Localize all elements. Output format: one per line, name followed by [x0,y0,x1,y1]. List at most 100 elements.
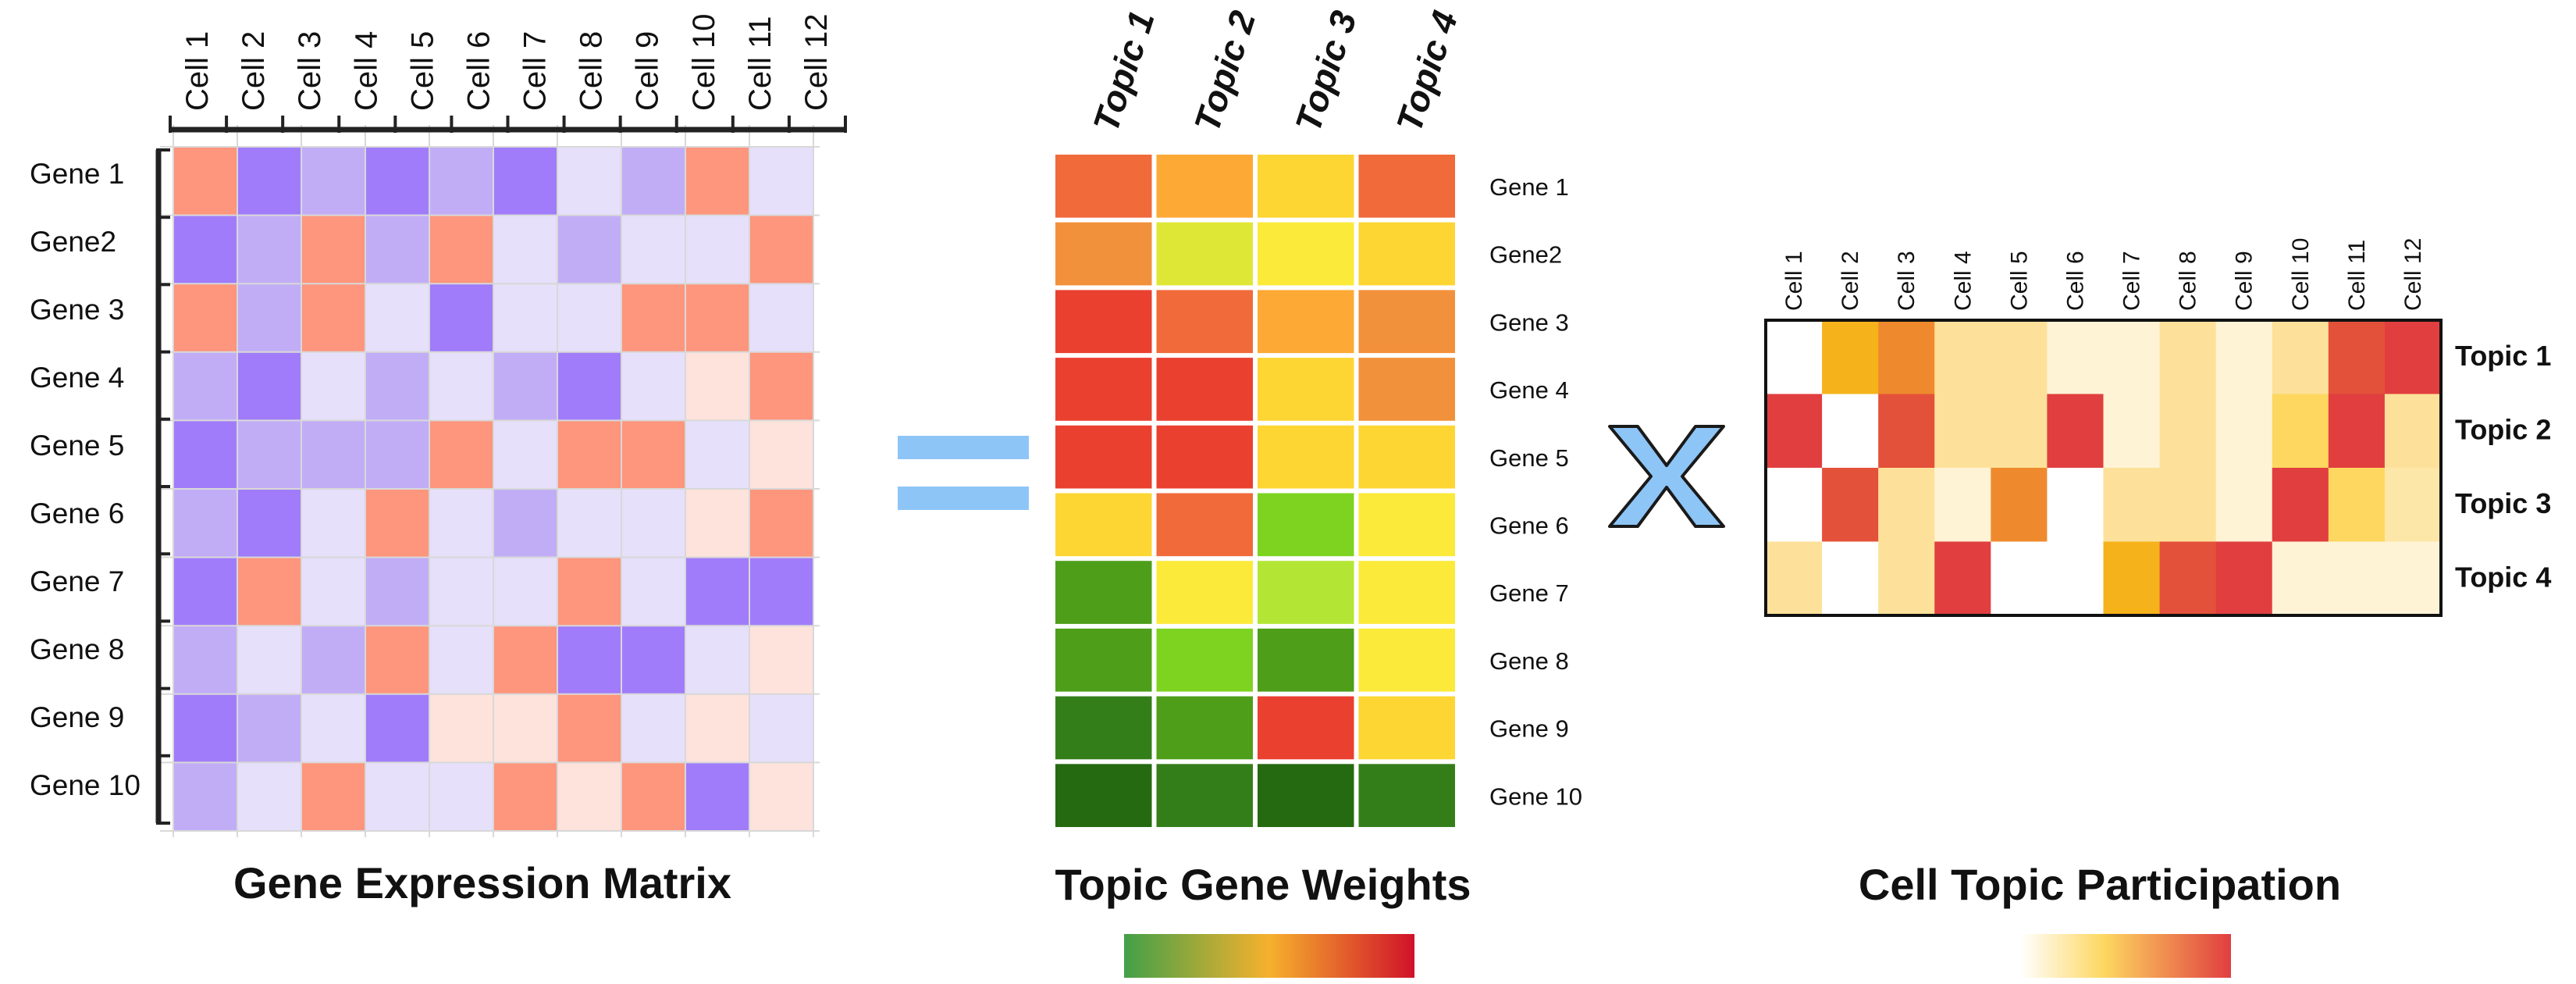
expression-cell [237,762,302,832]
cell-topic-cell-label: Cell 1 [1781,251,1807,311]
expression-cell [749,693,814,763]
expression-cell [621,283,686,353]
expression-cell [173,283,238,353]
expression-gene-label: Gene 4 [30,362,124,394]
cell-topic-cell [2047,541,2104,616]
expression-cell [749,626,814,695]
expression-cell [685,626,750,695]
cell-topic-color-legend [2020,934,2231,978]
expression-cell-label: Cell 4 [349,31,383,111]
expression-cell [557,693,622,763]
gene-expression-panel: Cell 1 Cell 2 Cell 3 Cell 4 Cell 5 Cell 6 Cell… [30,13,847,907]
topic-gene-heatmap [1055,155,1455,827]
expression-cell-label: Cell 6 [461,31,496,111]
expression-cell [237,489,302,558]
topic-gene-cell [1156,155,1253,218]
expression-cell [749,557,814,626]
cell-topic-cell [2384,394,2442,469]
topic-gene-gene-label: Gene 3 [1489,308,1569,336]
expression-cell [685,147,750,216]
expression-cell [749,215,814,284]
cell-topic-cell [2384,468,2442,542]
expression-cell [237,147,302,216]
times-operator [1608,425,1725,528]
expression-cell [173,147,238,216]
cell-topic-cell-label: Cell 6 [2062,251,2088,311]
expression-cell [237,626,302,695]
cell-topic-cell [2103,320,2161,394]
expression-cell [685,420,750,490]
topic-gene-cell [1358,493,1455,557]
expression-gene-label: Gene 3 [30,294,124,326]
cell-topic-cell [2272,320,2329,394]
expression-cell [237,557,302,626]
expression-cell [237,693,302,763]
topic-gene-cell [1358,425,1455,489]
cell-topic-topic-label: Topic 1 [2455,340,2551,372]
expression-gene-label: Gene 1 [30,158,124,190]
cell-topic-cell [1766,320,1823,394]
cell-topic-topic-labels: Topic 1 Topic 2 Topic 3 Topic 4 [2455,340,2551,594]
expression-cell [365,215,430,284]
topic-gene-gene-label: Gene 10 [1489,783,1582,810]
expression-cell [685,351,750,421]
expression-cell [621,489,686,558]
expression-cell [621,557,686,626]
topic-gene-cell [1055,290,1152,354]
topic-gene-topic-label: Topic 4 [1389,5,1466,137]
expression-gene-labels: Gene 1 Gene2 Gene 3 Gene 4 Gene 5 Gene 6 Gene … [30,158,141,801]
topic-gene-cell [1156,764,1253,827]
cell-topic-cell-label: Cell 10 [2288,238,2314,311]
expression-cell [429,147,494,216]
expression-cell [493,351,558,421]
topic-gene-topic-label: Topic 3 [1287,5,1364,137]
topic-gene-cell [1358,290,1455,354]
topic-gene-cell [1358,764,1455,827]
cell-topic-cell [2215,468,2273,542]
cell-topic-cell [2159,541,2217,616]
expression-cell [365,557,430,626]
cell-topic-cell-label: Cell 8 [2176,251,2201,311]
expression-cell-label: Cell 9 [631,31,665,111]
expression-cell [429,283,494,353]
expression-cell [365,147,430,216]
topic-gene-cell [1358,561,1455,624]
expression-cell [173,762,238,832]
cell-topic-heatmap [1766,320,2442,616]
cell-topic-cell [1822,541,1879,616]
topic-gene-color-legend [1124,934,1414,978]
cell-topic-cell [1934,541,1991,616]
expression-cell-label: Cell 3 [293,31,327,111]
expression-cell [621,762,686,832]
cell-topic-cell-label: Cell 11 [2344,240,2370,311]
cell-topic-cell-label: Cell 9 [2232,251,2258,311]
expression-cell [621,215,686,284]
topic-gene-cell [1258,358,1354,421]
expression-cell [621,420,686,490]
cell-topic-cell [1766,394,1823,469]
topic-gene-cell [1258,425,1354,489]
expression-cell [557,489,622,558]
topic-gene-cell [1358,358,1455,421]
expression-cell [301,626,366,695]
expression-cell [237,283,302,353]
expression-cell [621,147,686,216]
expression-cell-label: Cell 11 [743,16,777,111]
cell-topic-cell [1822,468,1879,542]
cell-topic-cell [2384,320,2442,394]
expression-cell [493,283,558,353]
expression-cell [621,351,686,421]
topic-gene-cell [1156,290,1253,354]
expression-cell [301,557,366,626]
cell-topic-cell [2215,394,2273,469]
cell-topic-cell [2103,394,2161,469]
topic-gene-cell [1156,222,1253,286]
cell-topic-cell [1878,320,1935,394]
cell-topic-cell [2047,394,2104,469]
expression-gene-label: Gene 10 [30,769,141,801]
expression-gene-label: Gene 8 [30,633,124,665]
cell-topic-cell-labels: Cell 1 Cell 2 Cell 3 Cell 4 Cell 5 Cell 6 Cell… [1781,238,2426,311]
expression-cell [429,351,494,421]
cell-topic-cell-label: Cell 5 [2006,251,2032,311]
